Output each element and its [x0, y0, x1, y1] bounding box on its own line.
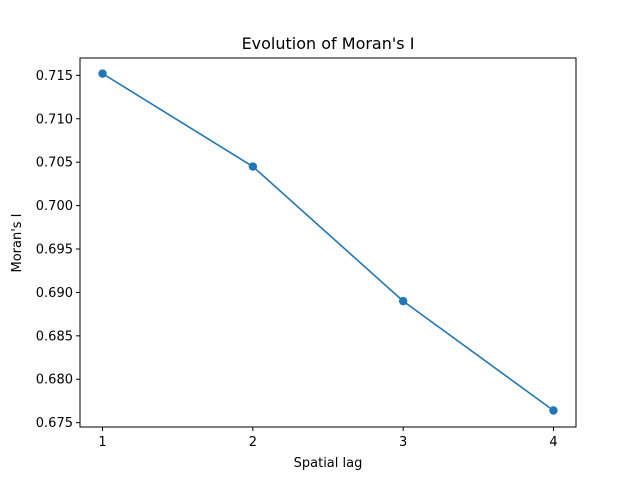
x-tick-label: 2: [249, 435, 257, 450]
chart-title: Evolution of Moran's I: [242, 34, 415, 53]
y-tick-label: 0.690: [36, 286, 73, 301]
y-tick-label: 0.705: [36, 156, 73, 171]
series-layer: [98, 69, 558, 415]
plot-area: 1 2 3 4 0.675 0.680 0.685 0.690 0.695 0.700 0.705…: [36, 57, 577, 450]
y-tick-label: 0.710: [36, 112, 73, 127]
y-tick-label: 0.700: [36, 199, 73, 214]
plot-frame: [79, 57, 577, 428]
series-line: [102, 72, 554, 412]
data-point: [98, 69, 107, 78]
x-tick-label: 3: [399, 435, 407, 450]
y-axis: 0.675 0.680 0.685 0.690 0.695 0.700 0.705 0.710…: [36, 69, 80, 431]
y-tick-label: 0.680: [36, 373, 73, 388]
x-axis-label: Spatial lag: [294, 456, 363, 471]
x-tick-label: 4: [549, 435, 557, 450]
x-tick-label: 1: [98, 435, 106, 450]
y-tick-label: 0.695: [36, 243, 73, 258]
y-axis-label: Moran's I: [10, 213, 25, 272]
data-point: [549, 406, 558, 415]
data-point: [248, 162, 258, 171]
x-axis: 1 2 3 4: [98, 427, 558, 450]
y-tick-label: 0.715: [36, 69, 73, 84]
data-point: [398, 296, 408, 306]
y-tick-label: 0.675: [36, 416, 73, 431]
y-tick-label: 0.685: [36, 329, 73, 344]
